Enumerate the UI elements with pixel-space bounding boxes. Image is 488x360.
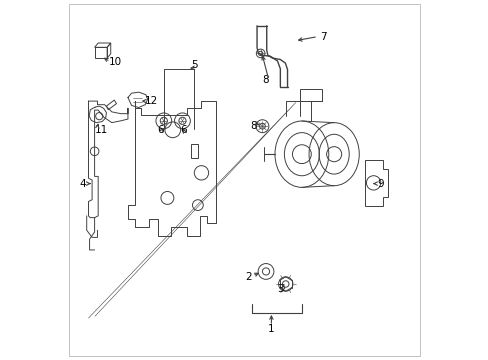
Text: 2: 2	[244, 272, 251, 282]
Text: 12: 12	[144, 96, 158, 106]
Text: 6: 6	[180, 125, 186, 135]
Text: 9: 9	[377, 179, 383, 189]
Text: 10: 10	[109, 57, 122, 67]
Text: 7: 7	[320, 32, 326, 41]
Text: 3: 3	[277, 284, 283, 294]
Text: 8: 8	[250, 121, 256, 131]
Text: 11: 11	[94, 125, 107, 135]
Text: 1: 1	[267, 324, 274, 334]
Text: 4: 4	[79, 179, 85, 189]
Text: 5: 5	[191, 60, 197, 70]
Text: 6: 6	[157, 125, 163, 135]
Text: 8: 8	[262, 75, 269, 85]
